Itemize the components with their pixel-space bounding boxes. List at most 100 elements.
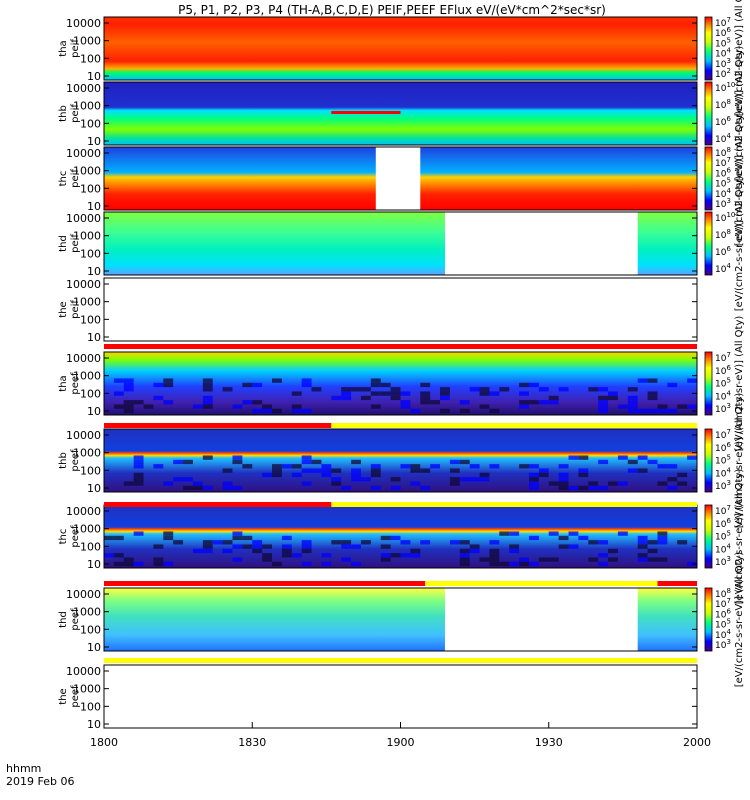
panel-ylabel: the — [58, 688, 69, 704]
x-tick-label: 1800 — [90, 736, 118, 749]
spectrogram-cell — [548, 395, 559, 401]
spectrogram-cell — [232, 544, 243, 549]
spectrogram-cell — [222, 468, 233, 473]
y-tick-label: 10000 — [66, 212, 101, 225]
spectrogram-cell — [637, 544, 648, 549]
spectrogram-cell — [262, 472, 273, 478]
spectrogram-cell — [301, 548, 312, 554]
spectrogram-cell — [568, 531, 579, 536]
spectrogram-cell — [647, 548, 658, 554]
spectrogram-cell — [598, 387, 609, 392]
spectrogram-cell — [390, 553, 401, 558]
spectrogram-cell — [519, 391, 529, 396]
spectrogram-cell — [281, 544, 292, 549]
spectrogram-cell — [410, 468, 421, 473]
spectrogram-cell — [123, 481, 134, 486]
colorbar-tick-label: 106 — [715, 26, 731, 39]
spectrogram-cell — [519, 561, 529, 567]
spectrogram-cell — [538, 468, 549, 473]
spectrogram-cell — [509, 531, 520, 536]
spectrogram-cell — [479, 477, 490, 482]
colorbar-tick-label: 105 — [715, 177, 731, 190]
spectrogram-cell — [133, 455, 144, 460]
colorbar-tick-label: 103 — [715, 638, 731, 651]
spectrogram-cell — [153, 382, 164, 388]
spectrogram-cell — [232, 459, 243, 465]
spectrogram-cell — [440, 391, 450, 396]
y-tick-label: 1000 — [73, 683, 101, 696]
panel-ylabel: tha — [58, 375, 69, 391]
status-bar-segment — [104, 502, 332, 507]
spectrogram-cell — [400, 404, 411, 409]
spectrogram-cell — [479, 557, 490, 562]
spectrogram-cell — [252, 544, 263, 549]
spectrogram-cell — [380, 535, 391, 541]
colorbar — [704, 428, 713, 493]
spectrogram-cell — [568, 544, 579, 549]
spectrogram-cell — [351, 561, 361, 567]
spectrogram-cell — [301, 540, 312, 545]
colorbar-tick-label: 104 — [715, 262, 731, 275]
spectrogram-cell — [380, 557, 391, 562]
spectrogram-cell — [380, 382, 391, 388]
spectrogram-cell — [627, 408, 638, 414]
spectrogram-cell — [202, 404, 213, 409]
spectrogram-cell — [430, 400, 441, 405]
y-tick-label: 10 — [87, 558, 101, 571]
spectrogram-cell — [657, 464, 668, 469]
spectrogram-cell — [173, 540, 184, 545]
spectrogram-cell — [390, 387, 401, 392]
spectrogram-cell — [183, 485, 193, 491]
x-tick-label: 1830 — [238, 736, 266, 749]
spectrogram-cell — [291, 408, 302, 414]
spectrogram-cell — [548, 531, 559, 536]
spectrogram-cell — [163, 481, 174, 486]
colorbar — [704, 16, 713, 81]
spectrogram-cell — [390, 485, 401, 491]
spectrogram-cell — [657, 540, 668, 545]
chart-title: P5, P1, P2, P3, P4 (TH-A,B,C,D,E) PEIF,P… — [178, 3, 606, 17]
y-tick-label: 10 — [87, 135, 101, 148]
status-bar-segment — [331, 423, 697, 428]
spectrogram-cell — [657, 481, 668, 486]
spectrogram-cell — [163, 378, 174, 383]
y-tick-label: 100 — [80, 182, 101, 195]
status-bar-segment — [104, 344, 697, 349]
spectrogram-cell — [123, 557, 134, 562]
panel-frame — [103, 277, 698, 342]
colorbar-tick-label: 102 — [715, 67, 731, 80]
y-tick-label: 100 — [80, 464, 101, 477]
spectrogram-cell — [242, 382, 253, 388]
spectrogram-cell — [281, 548, 292, 554]
panel-ylabel: thb — [58, 105, 69, 122]
spectrogram-cell — [202, 544, 213, 549]
spectrogram-cell — [202, 400, 213, 405]
y-tick-label: 10000 — [66, 17, 101, 30]
spectrogram-cell — [588, 387, 599, 392]
panel-the-peif: 10 100 1000 10000 the peif — [58, 277, 698, 344]
spectrogram-cell — [272, 472, 282, 478]
spectrogram-cell — [459, 459, 470, 465]
spectrogram-cell — [133, 477, 144, 482]
spectrogram-cell — [440, 408, 450, 414]
spectrogram-cell — [489, 464, 500, 469]
colorbar-tick-label: 103 — [715, 555, 731, 568]
colorbar-tick-label: 107 — [715, 16, 731, 29]
spectrogram-cell — [608, 548, 618, 554]
colorbar-tick-label: 108 — [715, 587, 731, 600]
colorbar — [704, 146, 713, 211]
spectrogram-cell — [202, 455, 213, 460]
spectrogram-cell — [647, 557, 658, 562]
spectrogram-cell — [390, 477, 401, 482]
x-tick-label: 1930 — [535, 736, 563, 749]
spectrogram-cell — [637, 540, 648, 545]
y-tick-label: 10 — [87, 331, 101, 344]
data-gap — [444, 212, 638, 275]
spectrogram-cell — [598, 485, 609, 491]
spectrogram-cell — [123, 382, 134, 388]
colorbar-tick-label: 106 — [715, 364, 731, 377]
colorbar-label: [eV/(cm2-s-sr-eV)] (All Qty) — [734, 316, 745, 452]
spectrogram-cell — [281, 553, 292, 558]
spectrogram-cell — [528, 400, 539, 405]
